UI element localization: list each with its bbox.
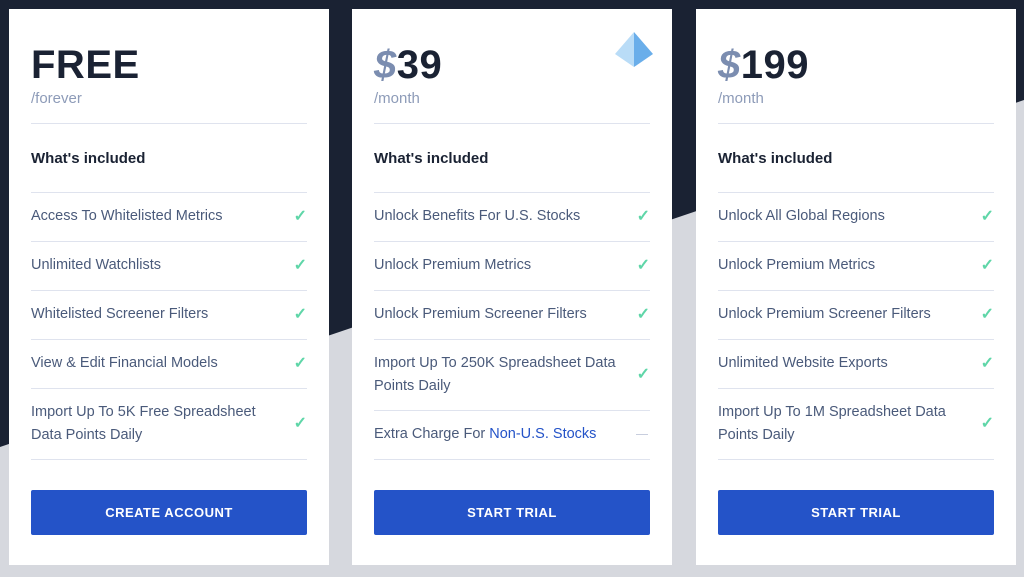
check-icon: ✓ <box>980 306 994 323</box>
feature-item: Access To Whitelisted Metrics ✓ <box>31 192 307 241</box>
feature-item: Unlock Premium Screener Filters ✓ <box>374 290 650 339</box>
feature-text: Access To Whitelisted Metrics <box>31 208 223 224</box>
non-us-stocks-link[interactable]: Non-U.S. Stocks <box>489 426 597 442</box>
divider <box>374 339 650 340</box>
divider <box>374 192 650 193</box>
check-icon: ✓ <box>293 415 307 432</box>
divider <box>31 192 307 193</box>
divider <box>31 459 307 460</box>
feature-text: Unlock Premium Screener Filters <box>374 306 587 322</box>
divider <box>718 192 994 193</box>
start-trial-button[interactable]: START TRIAL <box>718 490 994 535</box>
plan-card: $199 /month What's included Unlock All Gl… <box>696 9 1016 565</box>
divider <box>718 339 994 340</box>
divider <box>374 241 650 242</box>
check-icon: ✓ <box>980 415 994 432</box>
plan-card: FREE /forever What's included Access To W… <box>9 9 329 565</box>
divider <box>374 410 650 411</box>
feature-text: Import Up To 1M Spreadsheet Data Points … <box>718 403 946 443</box>
plan-period: /forever <box>31 90 82 107</box>
check-icon: ✓ <box>293 208 307 225</box>
dash-icon <box>636 434 648 435</box>
check-icon: ✓ <box>293 306 307 323</box>
check-icon: ✓ <box>636 208 650 225</box>
pyramid-icon <box>615 32 653 67</box>
divider <box>718 388 994 389</box>
feature-text: Unlock Premium Metrics <box>718 257 876 273</box>
feature-text: Unlock All Global Regions <box>718 208 885 224</box>
start-trial-button[interactable]: START TRIAL <box>374 490 650 535</box>
feature-text: View & Edit Financial Models <box>31 355 218 371</box>
divider <box>31 123 307 124</box>
feature-text: Import Up To 250K Spreadsheet Data Point… <box>374 354 616 394</box>
plan-period: /month <box>718 90 764 107</box>
feature-item: Unlock Benefits For U.S. Stocks ✓ <box>374 192 650 241</box>
check-icon: ✓ <box>636 257 650 274</box>
feature-item: Import Up To 1M Spreadsheet Data Points … <box>718 388 994 459</box>
check-icon: ✓ <box>980 208 994 225</box>
check-icon: ✓ <box>980 257 994 274</box>
feature-text: Import Up To 5K Free Spreadsheet Data Po… <box>31 403 256 443</box>
feature-text: Unlimited Website Exports <box>718 355 888 371</box>
feature-item: Import Up To 5K Free Spreadsheet Data Po… <box>31 388 307 459</box>
check-icon: ✓ <box>293 355 307 372</box>
feature-text: Whitelisted Screener Filters <box>31 306 209 322</box>
plan-price: $199 <box>718 43 809 87</box>
check-icon: ✓ <box>636 306 650 323</box>
create-account-button[interactable]: CREATE ACCOUNT <box>31 490 307 535</box>
check-icon: ✓ <box>293 257 307 274</box>
feature-text: Unlimited Watchlists <box>31 257 161 273</box>
feature-item: View & Edit Financial Models ✓ <box>31 339 307 388</box>
plan-price: FREE <box>31 43 140 87</box>
divider <box>718 123 994 124</box>
included-heading: What's included <box>31 150 146 167</box>
check-icon: ✓ <box>980 355 994 372</box>
feature-item: Unlock Premium Metrics ✓ <box>718 241 994 290</box>
divider <box>31 339 307 340</box>
feature-item: Import Up To 250K Spreadsheet Data Point… <box>374 339 650 410</box>
divider <box>718 290 994 291</box>
feature-item: Extra Charge For Non-U.S. Stocks <box>374 410 650 459</box>
check-icon: ✓ <box>636 366 650 383</box>
divider <box>31 388 307 389</box>
feature-item: Whitelisted Screener Filters ✓ <box>31 290 307 339</box>
divider <box>718 241 994 242</box>
feature-item: Unlimited Website Exports ✓ <box>718 339 994 388</box>
feature-item: Unlock All Global Regions ✓ <box>718 192 994 241</box>
divider <box>31 241 307 242</box>
plan-card: $39 /month What's included Unlock Benefit… <box>352 9 672 565</box>
feature-text: Unlock Premium Metrics <box>374 257 532 273</box>
plan-price: $39 <box>374 43 443 87</box>
feature-text: Unlock Premium Screener Filters <box>718 306 931 322</box>
included-heading: What's included <box>374 150 489 167</box>
feature-text: Unlock Benefits For U.S. Stocks <box>374 208 581 224</box>
plan-period: /month <box>374 90 420 107</box>
divider <box>718 459 994 460</box>
divider <box>374 290 650 291</box>
included-heading: What's included <box>718 150 833 167</box>
divider <box>31 290 307 291</box>
feature-item: Unlock Premium Metrics ✓ <box>374 241 650 290</box>
feature-text: Extra Charge For <box>374 426 490 442</box>
divider <box>374 123 650 124</box>
feature-item: Unlock Premium Screener Filters ✓ <box>718 290 994 339</box>
divider <box>374 459 650 460</box>
feature-item: Unlimited Watchlists ✓ <box>31 241 307 290</box>
